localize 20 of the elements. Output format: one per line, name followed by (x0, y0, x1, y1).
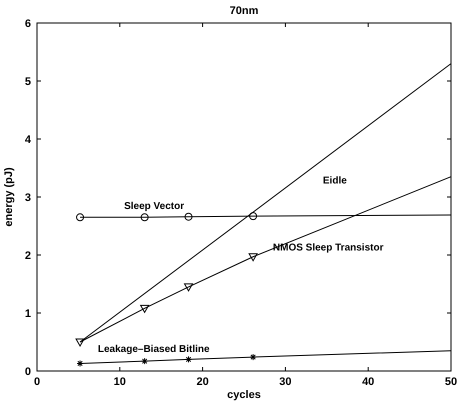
y-tick-label: 1 (24, 308, 31, 320)
y-axis-title: energy (pJ) (3, 167, 15, 227)
x-axis-title: cycles (227, 389, 261, 401)
x-tick-label: 0 (34, 376, 40, 388)
x-tick-label: 20 (196, 376, 209, 388)
x-tick-label: 40 (362, 376, 374, 388)
series-label: Leakage–Biased Bitline (98, 344, 210, 356)
series-label: NMOS Sleep Transistor (272, 242, 384, 254)
y-tick-label: 6 (24, 18, 31, 30)
y-tick-label: 3 (24, 192, 31, 204)
y-tick-label: 0 (24, 366, 31, 378)
x-tick-label: 50 (444, 376, 458, 388)
y-tick-label: 2 (24, 250, 31, 262)
series-label: Eidle (322, 175, 348, 186)
x-tick-label: 30 (279, 376, 292, 388)
y-tick-label: 5 (24, 76, 31, 88)
y-tick-label: 4 (24, 134, 32, 146)
x-tick-label: 10 (114, 376, 126, 388)
series-label: Sleep Vector (124, 200, 184, 212)
chart-title: 70nm (230, 5, 259, 17)
